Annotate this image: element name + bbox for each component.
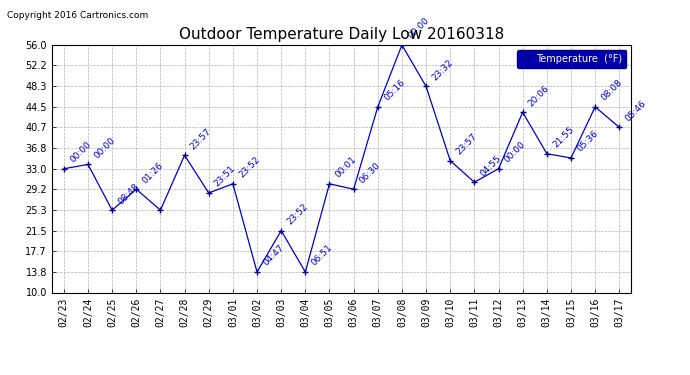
Text: 23:57: 23:57: [455, 132, 479, 156]
Text: 23:32: 23:32: [431, 58, 455, 82]
Text: 04:47: 04:47: [262, 243, 286, 268]
Text: 08:08: 08:08: [600, 78, 624, 103]
Text: 00:01: 00:01: [334, 155, 358, 180]
Text: 00:00: 00:00: [68, 140, 92, 165]
Text: 08:48: 08:48: [117, 182, 141, 206]
Text: 00:00: 00:00: [406, 16, 431, 41]
Text: 23:57: 23:57: [189, 126, 213, 151]
Text: 06:30: 06:30: [358, 160, 382, 185]
Text: 23:51: 23:51: [213, 164, 237, 189]
Text: 06:51: 06:51: [310, 243, 334, 268]
Legend: Temperature  (°F): Temperature (°F): [517, 50, 627, 68]
Text: 00:00: 00:00: [92, 136, 117, 160]
Text: Copyright 2016 Cartronics.com: Copyright 2016 Cartronics.com: [7, 11, 148, 20]
Text: 01:26: 01:26: [141, 160, 165, 185]
Text: 00:00: 00:00: [503, 140, 527, 165]
Text: 23:52: 23:52: [237, 155, 262, 180]
Text: 05:46: 05:46: [624, 99, 648, 123]
Text: 20:06: 20:06: [527, 84, 551, 108]
Text: 04:55: 04:55: [479, 153, 503, 178]
Text: 05:16: 05:16: [382, 78, 406, 103]
Text: 21:55: 21:55: [551, 125, 575, 150]
Title: Outdoor Temperature Daily Low 20160318: Outdoor Temperature Daily Low 20160318: [179, 27, 504, 42]
Text: 23:52: 23:52: [286, 202, 310, 226]
Text: 05:36: 05:36: [575, 129, 600, 154]
